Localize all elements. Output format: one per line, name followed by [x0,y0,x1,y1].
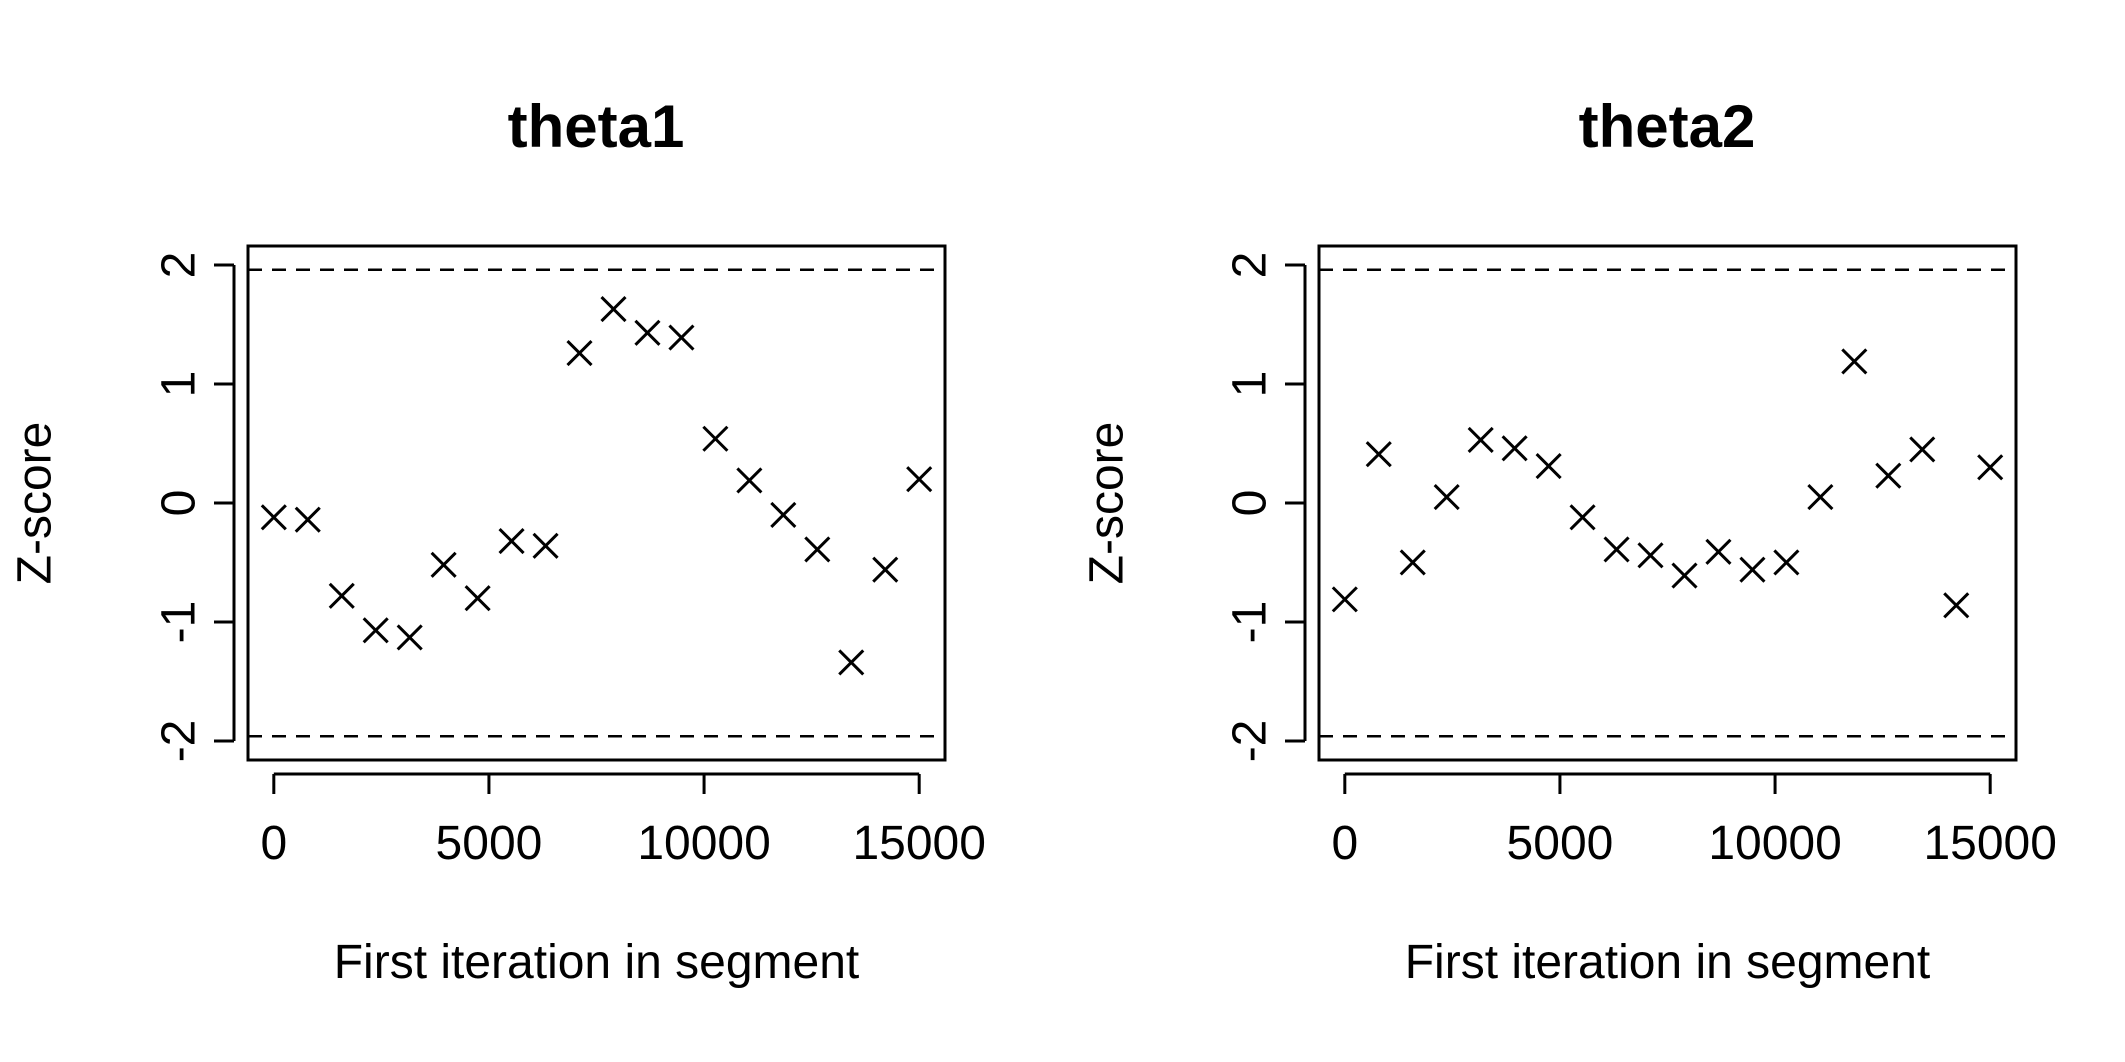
data-point [736,467,763,494]
data-point [804,536,831,563]
data-points [260,295,933,676]
reference-lines [248,268,945,738]
x-axis: 0 5000 10000 15000 [1331,772,2057,870]
data-point [1399,549,1426,576]
data-point [260,504,287,531]
data-point [430,551,457,578]
data-point [464,585,491,612]
x-tick-label: 5000 [1507,817,1614,870]
data-point [634,319,661,346]
data-point [1569,504,1596,531]
data-point [668,324,695,351]
panel-theta2: theta2 First iteration in segment Z-scor… [1081,93,2057,989]
data-point [1943,592,1970,619]
x-axis-label: First iteration in segment [1405,936,1931,989]
data-point [1671,562,1698,589]
data-point [396,624,423,651]
data-point [702,425,729,452]
data-point [294,506,321,533]
data-point [1603,536,1630,563]
data-point [1535,453,1562,480]
y-tick-label: -1 [1224,601,1277,644]
data-point [770,501,797,528]
data-point [362,617,389,644]
data-point [600,295,627,323]
data-point [1875,462,1902,489]
plot-frame [1317,244,2018,762]
data-point [1501,435,1528,462]
x-tick-label: 0 [260,817,287,870]
panel-theta1: theta1 First iteration in segment Z-scor… [9,93,986,989]
x-tick-label: 15000 [852,817,985,870]
data-point [1331,586,1358,613]
x-axis: 0 5000 10000 15000 [260,772,986,870]
y-tick-label: 2 [153,252,206,279]
y-tick-label: 1 [1224,371,1277,398]
data-point [1705,538,1732,565]
data-point [838,649,865,676]
data-point [566,340,593,367]
x-axis-label: First iteration in segment [334,936,860,989]
data-point [1365,441,1392,468]
data-point [1909,436,1936,463]
reference-lines [1319,268,2016,738]
y-tick-label: 1 [153,371,206,398]
y-axis: -2 -1 0 1 2 [1224,252,1307,763]
panel-title: theta1 [508,93,685,160]
data-point [498,528,525,555]
data-point [1637,542,1664,569]
x-tick-label: 10000 [1708,817,1841,870]
y-axis: -2 -1 0 1 2 [153,252,236,763]
panel-title: theta2 [1579,93,1756,160]
x-tick-label: 15000 [1923,817,2056,870]
plot-frame [246,244,947,762]
x-tick-label: 0 [1331,817,1358,870]
data-point [1433,483,1460,511]
y-axis-label: Z-score [9,422,62,585]
y-tick-label: -2 [1224,720,1277,763]
data-point [1739,556,1766,583]
y-axis-label: Z-score [1081,422,1134,585]
data-point [906,466,933,493]
x-tick-label: 10000 [637,817,770,870]
y-tick-label: 0 [153,490,206,517]
x-tick-label: 5000 [436,817,543,870]
data-point [1977,454,2004,481]
data-point [532,532,559,559]
data-point [872,556,899,583]
data-point [328,582,355,609]
data-point [1807,483,1834,511]
data-point [1841,348,1868,375]
data-points [1331,348,2004,619]
y-tick-label: 0 [1224,490,1277,517]
y-tick-label: -1 [153,601,206,644]
y-tick-label: -2 [153,720,206,763]
data-point [1467,426,1494,454]
y-tick-label: 2 [1224,252,1277,279]
data-point [1773,549,1800,576]
